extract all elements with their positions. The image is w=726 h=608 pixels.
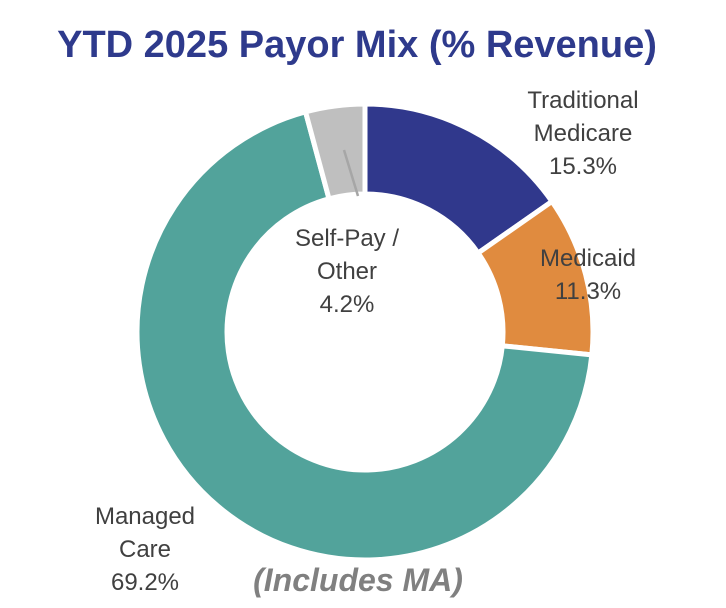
slice-category-label: Care <box>119 536 171 563</box>
slice-value-label: 69.2% <box>111 569 179 596</box>
label-medicaid: Medicaid 11.3% <box>540 245 636 305</box>
slice-category-label: Medicare <box>534 120 633 147</box>
chart-title: YTD 2025 Payor Mix (% Revenue) <box>57 24 657 66</box>
slice-category-label: Traditional <box>527 87 638 114</box>
slice-labels: Traditional Medicare 15.3% Medicaid 11.3% Man… <box>95 87 639 596</box>
slice-category-label: Medicaid <box>540 245 636 272</box>
slice-managed-care <box>134 108 595 563</box>
slice-category-label: Other <box>317 258 377 285</box>
slice-value-label: 11.3% <box>555 278 621 305</box>
label-traditional-medicare: Traditional Medicare 15.3% <box>527 87 638 180</box>
label-self-pay-other: Self-Pay / Other 4.2% <box>295 225 399 318</box>
slice-value-label: 15.3% <box>549 153 617 180</box>
slice-value-label: 4.2% <box>320 291 375 318</box>
donut-slices <box>134 101 596 563</box>
slice-category-label: Managed <box>95 503 195 530</box>
slice-self-pay-other <box>302 101 368 202</box>
slice-category-label: Self-Pay / <box>295 225 399 252</box>
label-managed-care: Managed Care 69.2% <box>95 503 195 596</box>
self-pay-leader-line <box>342 149 360 197</box>
managed-care-note: (Includes MA) <box>253 562 463 598</box>
